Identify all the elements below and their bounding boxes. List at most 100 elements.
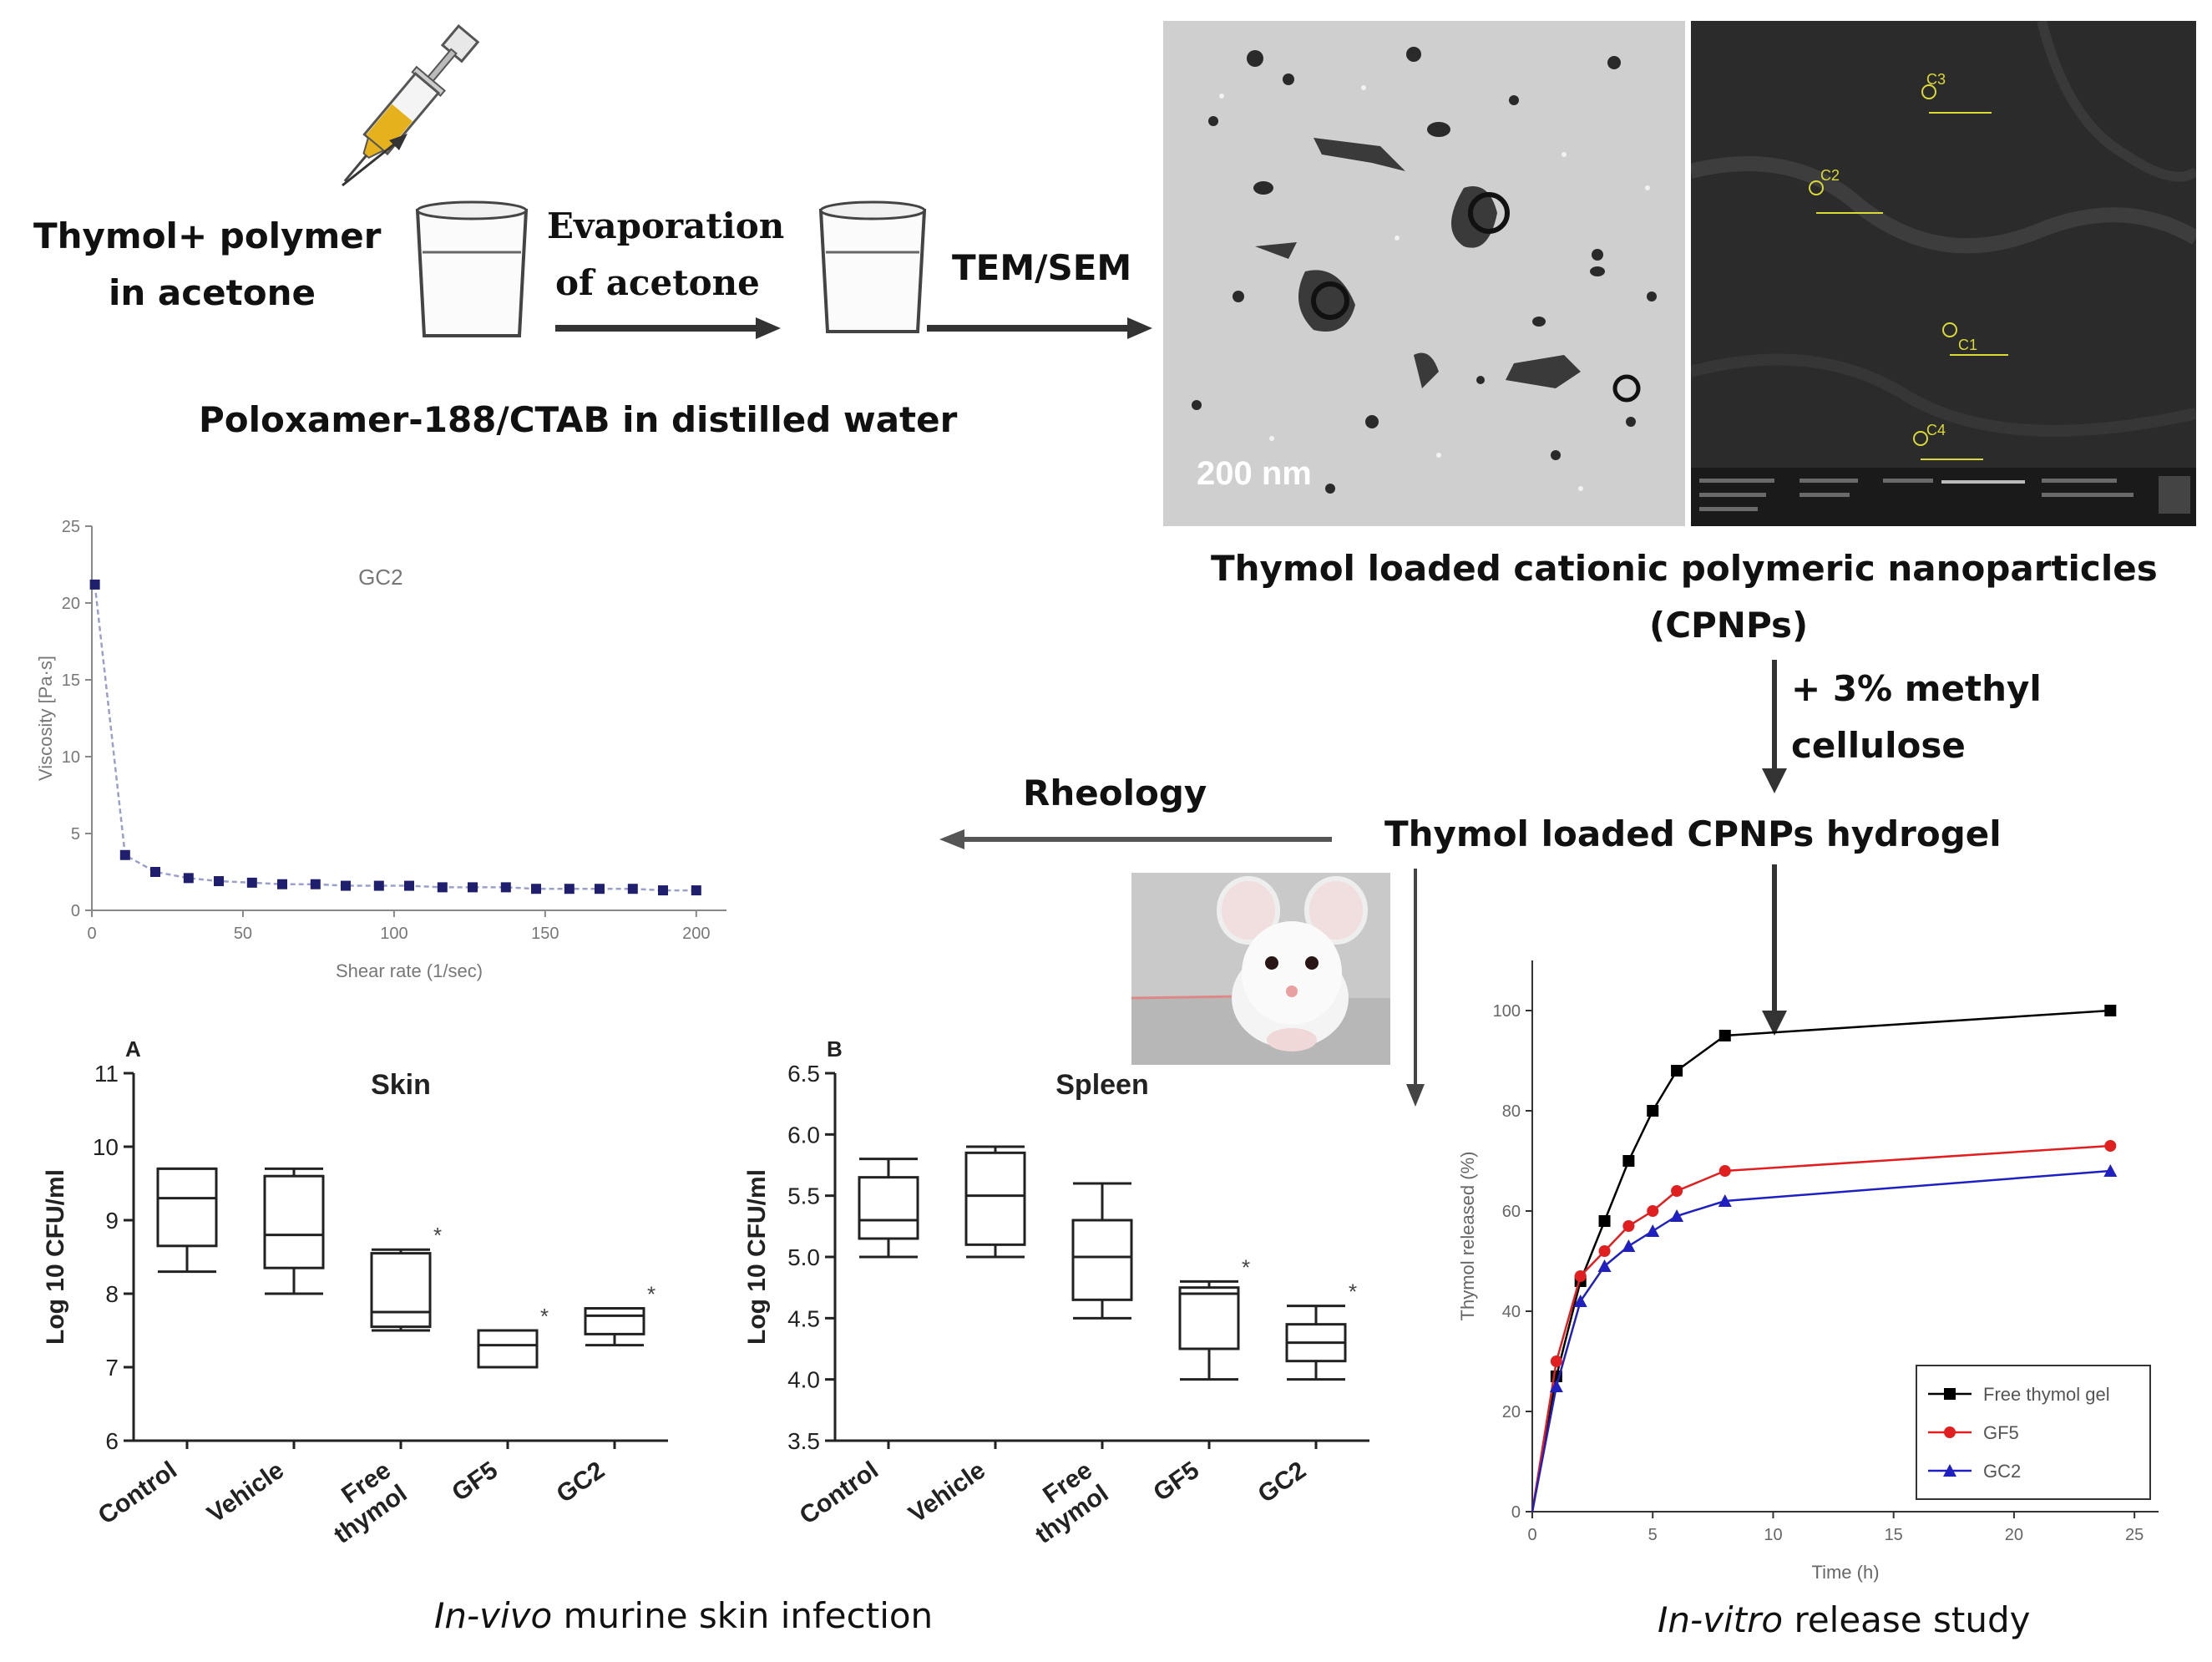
beaker-1-icon xyxy=(409,194,534,344)
skin-title: Skin xyxy=(371,1069,431,1101)
release-point-gf5 xyxy=(1718,1165,1731,1177)
invitro-caption: In-vitro release study xyxy=(1658,1599,2030,1640)
release-point-free-thymol-gel xyxy=(1622,1155,1635,1167)
skin-y-tick-label: 10 xyxy=(93,1134,119,1160)
rheology-y-tick-label: 10 xyxy=(62,748,80,767)
hydrogel-label: Thymol loaded CPNPs hydrogel xyxy=(1384,813,2002,854)
rheology-x-tick-label: 150 xyxy=(531,925,559,943)
release-x-tick-label: 25 xyxy=(2125,1526,2144,1544)
aqueous-phase-label: Poloxamer-188/CTAB in distilled water xyxy=(199,399,958,440)
skin-y-tick-label: 9 xyxy=(105,1208,119,1234)
rheology-y-tick-label: 20 xyxy=(62,595,80,613)
cpnp-title-line1: Thymol loaded cationic polymeric nanopar… xyxy=(1211,548,2158,589)
input-label-line2: in acetone xyxy=(109,272,316,313)
rheology-y-tick-label: 25 xyxy=(62,518,80,536)
arrow-evaporation xyxy=(555,316,781,341)
release-y-tick-label: 100 xyxy=(1493,1002,1521,1021)
rheology-point xyxy=(183,873,194,884)
spleen-sig-marker: * xyxy=(1349,1279,1357,1305)
release-point-gc2 xyxy=(1573,1295,1587,1307)
rheology-point xyxy=(404,880,414,891)
skin-category-label: GC2 xyxy=(552,1457,610,1508)
release-point-gf5 xyxy=(1574,1270,1587,1282)
rheology-y-tick-label: 5 xyxy=(71,825,80,844)
spleen-y-tick-label: 5.0 xyxy=(787,1244,820,1270)
cpnp-title-line2: (CPNPs) xyxy=(1649,605,1809,646)
skin-category-label-part: GC2 xyxy=(552,1457,610,1508)
spleen-y-tick-label: 5.5 xyxy=(787,1183,820,1209)
release-point-free-thymol-gel xyxy=(1598,1215,1611,1227)
release-legend-label-gf5: GF5 xyxy=(1983,1422,2019,1443)
skin-sig-marker: * xyxy=(540,1304,549,1329)
skin-box xyxy=(156,1167,218,1248)
release-legend-label-free-thymol-gel: Free thymol gel xyxy=(1983,1384,2110,1405)
rheology-point xyxy=(89,579,100,590)
release-point-gc2 xyxy=(1718,1194,1732,1207)
release-x-tick-label: 0 xyxy=(1527,1526,1536,1544)
skin-category-label-part: Control xyxy=(94,1457,182,1530)
spleen-box xyxy=(1071,1219,1133,1301)
rheology-point xyxy=(595,884,605,894)
skin-category-label: Control xyxy=(94,1457,182,1530)
skin-box xyxy=(370,1252,432,1329)
spleen-category-label-part: GF5 xyxy=(1148,1457,1204,1507)
skin-sig-marker: * xyxy=(433,1223,442,1248)
spleen-category-label: Control xyxy=(795,1457,883,1530)
tem-micrograph: 200 nm xyxy=(1163,21,1685,526)
spleen-boxplot-chart: B 3.5 4.0 4.5 5.0 5.5 6.0 6.5 Log 10 CFU/ml Splee… xyxy=(743,1036,1369,1549)
release-chart: 0 20 40 60 80 100 0 5 10 15 20 25 Time (h) Thymol rel… xyxy=(1457,960,2159,1583)
spleen-y-tick-label: 3.5 xyxy=(787,1428,820,1454)
rheology-x-tick-label: 0 xyxy=(87,925,96,943)
rheology-chart: 0 5 10 15 20 25 0 50 100 150 200 GC2 Shear rate (1/s… xyxy=(35,518,726,981)
methylcellulose-line1: + 3% methyl xyxy=(1791,668,2042,709)
release-point-gc2 xyxy=(1670,1209,1684,1222)
release-x-tick-label: 15 xyxy=(1885,1526,1903,1544)
skin-y-tick-label: 6 xyxy=(105,1428,119,1454)
skin-category-label-part: Vehicle xyxy=(202,1457,289,1528)
spleen-y-tick-label: 6.5 xyxy=(787,1061,820,1087)
spleen-box xyxy=(858,1176,919,1240)
sem-label-c4: C4 xyxy=(1926,422,1946,438)
release-y-tick-label: 60 xyxy=(1502,1203,1521,1221)
release-legend-marker-gc2 xyxy=(1943,1464,1956,1477)
skin-y-tick-label: 11 xyxy=(94,1061,119,1087)
sem-label-c3: C3 xyxy=(1926,71,1946,88)
rheology-point xyxy=(246,877,257,888)
spleen-category-label: Freethymol xyxy=(1015,1457,1114,1549)
rheology-y-tick-label: 0 xyxy=(71,902,80,920)
release-legend-box xyxy=(1916,1365,2151,1500)
release-y-tick-label: 40 xyxy=(1502,1303,1521,1321)
skin-boxplot-chart: A 6 7 8 9 10 11 Log 10 CFU/ml Skin Control Vehicle… xyxy=(42,1036,668,1549)
rheology-x-label: Shear rate (1/sec) xyxy=(336,960,483,981)
skin-y-label: Log 10 CFU/ml xyxy=(42,1169,69,1345)
spleen-category-label: GC2 xyxy=(1253,1457,1311,1508)
arrow-tem-sem xyxy=(927,316,1152,341)
skin-panel-label: A xyxy=(125,1036,141,1062)
rheology-point xyxy=(531,884,541,894)
sem-label-c1: C1 xyxy=(1958,337,1978,353)
evap-label-line1: Evaporation xyxy=(547,205,785,246)
spleen-sig-marker: * xyxy=(1242,1254,1250,1279)
skin-y-tick-label: 8 xyxy=(105,1281,119,1307)
rheology-line xyxy=(94,584,696,892)
rheology-point xyxy=(341,880,351,891)
spleen-box xyxy=(964,1151,1026,1246)
release-point-free-thymol-gel xyxy=(1718,1030,1731,1041)
release-y-label: Thymol released (%) xyxy=(1457,1152,1478,1321)
release-x-label: Time (h) xyxy=(1811,1562,1879,1583)
release-point-gf5 xyxy=(1550,1355,1562,1367)
spleen-category-label-part: Vehicle xyxy=(904,1457,990,1528)
rheology-point xyxy=(150,867,160,877)
spleen-y-tick-label: 6.0 xyxy=(787,1122,820,1148)
skin-category-label-part: GF5 xyxy=(447,1457,503,1507)
release-point-gf5 xyxy=(1598,1245,1611,1257)
rheology-point xyxy=(119,849,130,860)
release-point-gf5 xyxy=(2104,1140,2117,1152)
rheology-point xyxy=(310,879,321,889)
release-point-gc2 xyxy=(1549,1380,1563,1392)
rheology-point xyxy=(500,882,511,893)
rheology-x-tick-label: 50 xyxy=(234,925,252,943)
release-point-gf5 xyxy=(1622,1220,1635,1232)
rheology-point xyxy=(373,880,384,891)
methylcellulose-line2: cellulose xyxy=(1791,725,1966,766)
